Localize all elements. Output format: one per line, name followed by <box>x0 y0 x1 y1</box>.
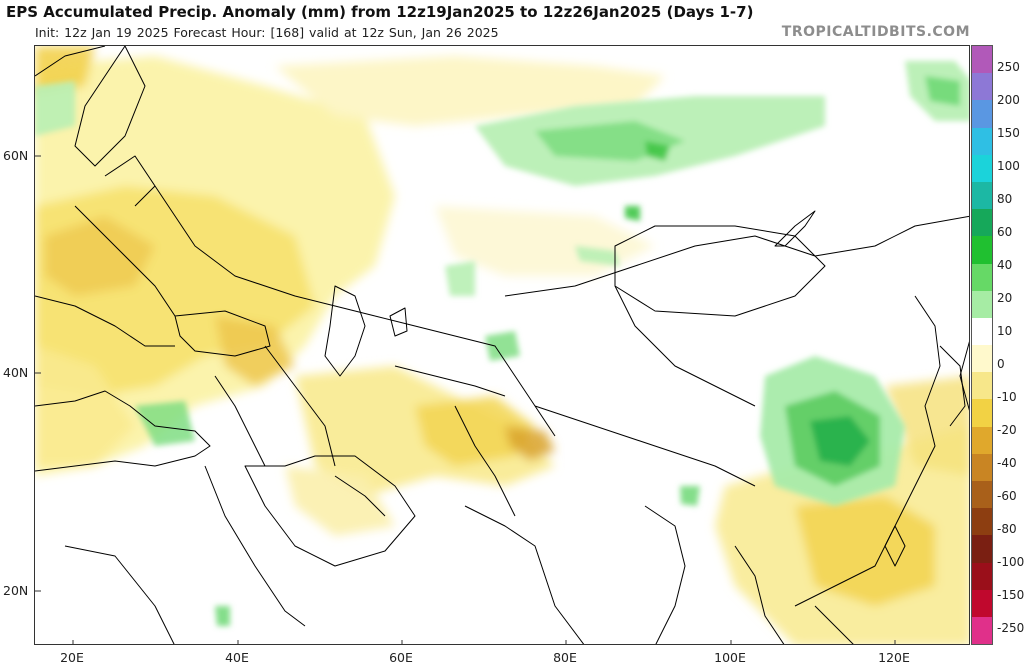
colorbar-segment <box>972 345 992 373</box>
colorbar-tick-label: -60 <box>997 489 1017 503</box>
colorbar-segment <box>972 46 992 74</box>
colorbar-segment <box>972 481 992 509</box>
lon-label-80e: 80E <box>553 650 577 665</box>
colorbar-tick-label: 0 <box>997 357 1005 371</box>
colorbar-segment <box>972 290 992 318</box>
colorbar-segment <box>972 589 992 617</box>
colorbar-tick-label: 80 <box>997 192 1013 206</box>
colorbar-segment <box>972 508 992 536</box>
colorbar-segment <box>972 263 992 291</box>
lon-label-120e: 120E <box>878 650 910 665</box>
colorbar-tick-label: -80 <box>997 522 1017 536</box>
colorbar-segment <box>972 616 992 645</box>
colorbar-segment <box>972 209 992 237</box>
colorbar-tick-label: 60 <box>997 225 1013 239</box>
colorbar-segment <box>972 236 992 264</box>
colorbar-tick-label: -250 <box>997 621 1024 635</box>
colorbar-segment <box>972 181 992 210</box>
site-brand: TROPICALTIDBITS.COM <box>781 24 970 40</box>
precip-anomaly-map <box>34 45 970 645</box>
colorbar-tick-label: 150 <box>997 126 1020 140</box>
forecast-info: Init: 12z Jan 19 2025 Forecast Hour: [16… <box>35 25 499 40</box>
colorbar-tick-label: 250 <box>997 60 1020 74</box>
colorbar-segment <box>972 317 992 346</box>
precip-anomaly-colorbar <box>971 45 993 645</box>
lat-label-60n: 60N <box>3 148 29 163</box>
colorbar-tick-label: -20 <box>997 423 1017 437</box>
colorbar-segment <box>972 562 992 590</box>
lon-label-40e: 40E <box>225 650 249 665</box>
colorbar-tick-label: 20 <box>997 291 1013 305</box>
colorbar-segment <box>972 399 992 427</box>
colorbar-tick-label: 100 <box>997 159 1020 173</box>
wet-anomaly-fields <box>35 61 969 626</box>
lat-label-20n: 20N <box>3 583 29 598</box>
colorbar-tick-label: -150 <box>997 588 1024 602</box>
lon-label-20e: 20E <box>60 650 84 665</box>
colorbar-segment <box>972 154 992 182</box>
colorbar-segment <box>972 100 992 128</box>
colorbar-tick-label: -100 <box>997 555 1024 569</box>
colorbar-tick-label: 10 <box>997 324 1013 338</box>
colorbar-tick-label: 40 <box>997 258 1013 272</box>
colorbar-segment <box>972 73 992 101</box>
colorbar-segment <box>972 127 992 155</box>
colorbar-segment <box>972 453 992 481</box>
coastlines-borders <box>35 46 969 644</box>
map-title: EPS Accumulated Precip. Anomaly (mm) fro… <box>6 3 754 21</box>
colorbar-tick-label: -40 <box>997 456 1017 470</box>
colorbar-segment <box>972 535 992 563</box>
lon-label-100e: 100E <box>714 650 746 665</box>
colorbar-tick-label: 200 <box>997 93 1020 107</box>
lat-label-40n: 40N <box>3 365 29 380</box>
colorbar-segment <box>972 372 992 400</box>
colorbar-segment <box>972 426 992 454</box>
graticule-ticks <box>35 155 896 644</box>
lon-label-60e: 60E <box>389 650 413 665</box>
colorbar-tick-label: -10 <box>997 390 1017 404</box>
